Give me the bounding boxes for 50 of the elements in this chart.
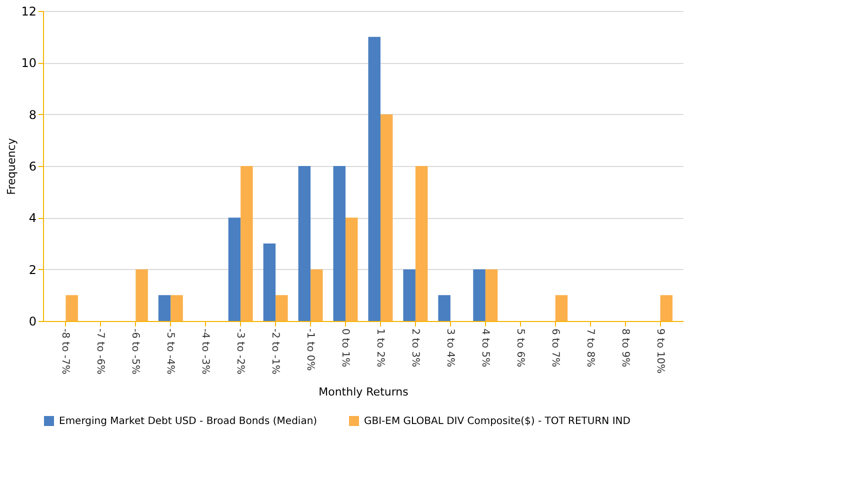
bar [368, 36, 380, 321]
bar [403, 269, 416, 321]
bar [660, 295, 673, 321]
y-axis-title: Frequency [5, 138, 18, 195]
legend-label: Emerging Market Debt USD - Broad Bonds (Median) [59, 416, 318, 427]
y-tick-label: 8 [28, 108, 36, 122]
x-tick-label: -6 to -5% [130, 328, 141, 374]
x-tick-label: 7 to 8% [584, 328, 596, 368]
bar [438, 295, 450, 321]
x-tick-label: -4 to -3% [200, 328, 211, 374]
x-tick-label: 4 to 5% [479, 328, 490, 368]
y-tick-label: 10 [21, 56, 36, 70]
x-tick-label: 9 to 10% [654, 328, 666, 374]
x-tick-label: 2 to 3% [409, 328, 420, 368]
legend-label: GBI-EM GLOBAL DIV Composite($) - TOT RETURN IND [364, 416, 631, 427]
y-tick-label: 6 [28, 160, 36, 174]
bar [276, 295, 288, 321]
bar [136, 269, 148, 321]
x-tick-label: 5 to 6% [514, 328, 526, 368]
bar [240, 166, 253, 321]
bar [380, 114, 393, 321]
x-tick-label: 8 to 9% [619, 328, 630, 368]
bar [310, 269, 323, 321]
bar [298, 166, 311, 321]
bar [473, 269, 486, 321]
bar [333, 166, 346, 321]
x-tick-label: 3 to 4% [444, 328, 456, 368]
x-tick-label: -2 to -1% [270, 328, 281, 374]
bar [485, 269, 498, 321]
bar [66, 295, 78, 321]
y-tick-label: 0 [28, 314, 36, 328]
bar [555, 295, 568, 321]
bar [158, 295, 171, 321]
bar [346, 218, 358, 321]
x-tick-label: -5 to -4% [164, 328, 176, 374]
y-tick-label: 2 [28, 262, 36, 277]
x-axis-title: Monthly Returns [318, 385, 409, 398]
y-tick-label: 4 [28, 211, 36, 226]
x-tick-label: -7 to -6% [94, 328, 106, 374]
bar [170, 295, 183, 321]
y-tick-label: 12 [21, 4, 36, 18]
x-tick-label: 1 to 2% [374, 328, 386, 368]
x-tick-label: -3 to -2% [234, 328, 246, 374]
bar [263, 244, 276, 321]
x-tick-label: 6 to 7% [549, 328, 560, 368]
x-tick-label: -8 to -7% [60, 328, 71, 374]
x-tick-label: 0 to 1% [340, 328, 351, 368]
x-tick-label: -1 to 0% [304, 328, 316, 371]
bar [415, 166, 428, 321]
bar [228, 218, 241, 321]
